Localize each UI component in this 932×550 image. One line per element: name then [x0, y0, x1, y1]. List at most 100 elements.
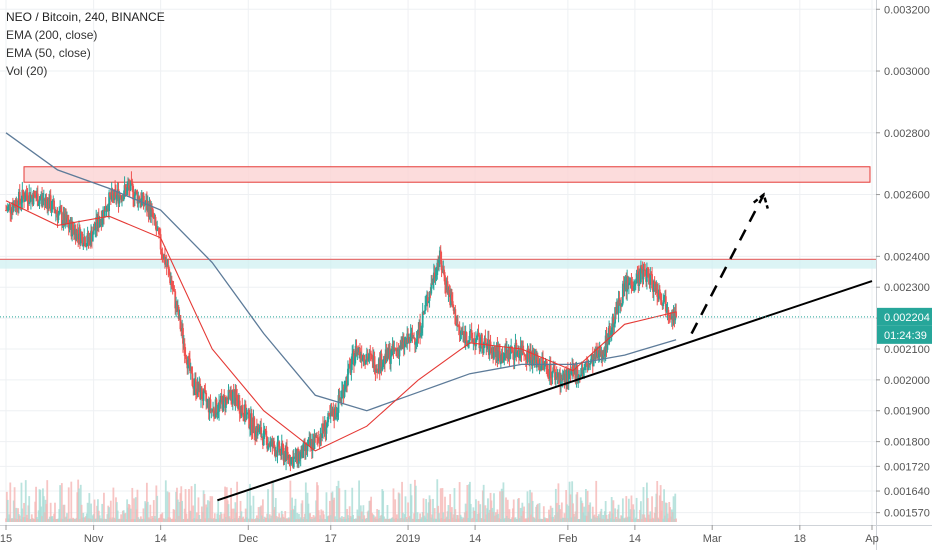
price-tick-label: 0.002300 — [884, 282, 930, 294]
volume-bar — [449, 494, 452, 522]
volume-bar — [438, 513, 440, 522]
candle-body — [68, 227, 71, 229]
volume-bar — [59, 485, 62, 522]
candle-body — [646, 267, 648, 282]
candle-body — [25, 193, 28, 196]
candle-body — [200, 388, 203, 400]
price-tick-label: 0.003200 — [884, 4, 930, 16]
time-tick-label: Nov — [84, 533, 104, 545]
volume-bar — [142, 508, 145, 522]
countdown-badge — [877, 325, 932, 344]
candle-body — [206, 400, 208, 402]
candle-body — [37, 203, 40, 206]
candle-body — [286, 451, 289, 459]
candle-body — [516, 352, 519, 356]
candle-body — [242, 412, 245, 418]
candle-body — [159, 234, 162, 250]
candle-body — [350, 364, 353, 373]
volume-bar — [499, 491, 501, 522]
volume-bar — [647, 514, 650, 522]
projection-arrow — [690, 193, 765, 335]
symbol-title[interactable]: NEO / Bitcoin, 240, BINANCE — [6, 10, 165, 24]
volume-bar — [227, 504, 230, 522]
volume-legend[interactable]: Vol (20) — [6, 64, 48, 78]
candle-body — [644, 269, 647, 271]
candle-body — [524, 355, 527, 360]
candle-body — [130, 180, 133, 182]
candle-body — [503, 356, 506, 361]
volume-bar — [211, 496, 214, 522]
candle-body — [621, 283, 624, 304]
volume-bar — [484, 505, 487, 522]
volume-bar — [164, 480, 167, 522]
candle-body — [486, 346, 489, 348]
candle-body — [251, 432, 254, 434]
candle-body — [172, 289, 175, 291]
candle-body — [502, 360, 505, 362]
price-tick-label: 0.002100 — [884, 344, 930, 356]
volume-bar — [523, 506, 525, 522]
candle-body — [193, 386, 196, 389]
volume-bar — [458, 482, 461, 522]
candle-body — [266, 436, 269, 449]
candle-body — [617, 298, 620, 314]
candle-body — [184, 356, 187, 358]
volume-bar — [213, 513, 216, 522]
candle-body — [101, 218, 104, 225]
volume-bar — [185, 513, 188, 522]
volume-bar — [576, 492, 579, 522]
volume-bar — [78, 488, 80, 522]
volume-bar — [536, 503, 539, 522]
candle-body — [191, 373, 194, 386]
candle-body — [299, 452, 302, 460]
price-tick-label: 0.002400 — [884, 251, 930, 263]
candle-body — [533, 356, 536, 360]
candle-body — [639, 266, 642, 283]
volume-bar — [674, 493, 677, 522]
volume-bar — [112, 487, 115, 522]
volume-bar — [352, 514, 354, 522]
candle-body — [603, 354, 606, 356]
volume-bar — [377, 509, 380, 522]
time-tick-label: Mar — [703, 533, 722, 545]
candle-body — [164, 255, 166, 265]
volume-bar — [416, 512, 419, 522]
candle-body — [113, 189, 116, 201]
candle-body — [403, 341, 406, 348]
volume-bar — [396, 514, 398, 522]
candle-body — [45, 197, 48, 201]
ema200-legend[interactable]: EMA (200, close) — [6, 28, 98, 42]
volume-bar — [479, 504, 482, 522]
time-axis[interactable]: 15 Nov 14 Dec 17 2019 14 Feb 14 Mar 18 Ap — [0, 525, 879, 545]
volume-bar — [35, 486, 37, 522]
candle-body — [627, 276, 629, 286]
candle-body — [10, 212, 13, 214]
price-axis[interactable]: 0.003200 0.003000 0.002800 0.002600 0.002400… — [876, 4, 932, 520]
volume-bar — [198, 514, 201, 522]
candle-body — [416, 331, 419, 340]
candle-body — [49, 195, 52, 211]
volume-bar — [497, 513, 500, 522]
candle-body — [457, 323, 459, 326]
volume-bar — [206, 500, 209, 522]
volume-bar — [519, 507, 522, 522]
candle-body — [138, 196, 141, 203]
candle-body — [513, 353, 516, 361]
volume-bar — [469, 503, 472, 522]
candle-body — [79, 232, 82, 244]
candle-body — [656, 283, 659, 297]
ema50-legend[interactable]: EMA (50, close) — [6, 46, 91, 60]
candle-body — [382, 362, 385, 367]
candle-body — [54, 209, 56, 214]
candle-body — [597, 348, 599, 358]
candle-body — [98, 222, 101, 227]
volume-bar — [538, 503, 541, 522]
volume-bars — [5, 479, 678, 522]
volume-bar — [447, 505, 450, 522]
candle-body — [81, 233, 84, 246]
candle-body — [526, 348, 529, 362]
volume-bar — [633, 509, 635, 522]
volume-bar — [493, 493, 495, 522]
